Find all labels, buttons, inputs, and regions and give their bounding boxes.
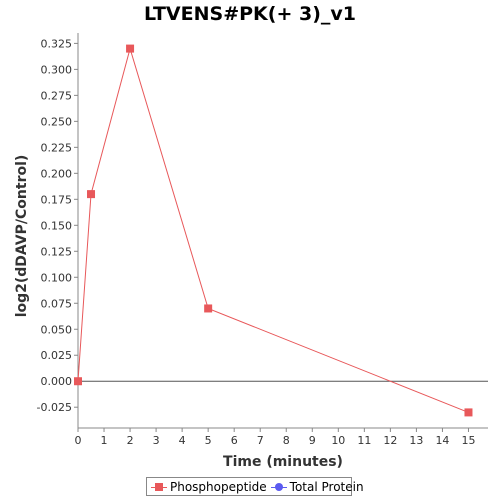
x-tick-label: 7 (257, 434, 264, 447)
x-tick-label: 10 (331, 434, 345, 447)
x-tick-label: 13 (409, 434, 423, 447)
x-tick-label: 2 (127, 434, 134, 447)
y-tick-label: -0.025 (37, 401, 72, 414)
series-layer (74, 44, 473, 417)
x-tick-label: 9 (309, 434, 316, 447)
y-tick-label: 0.075 (41, 297, 73, 310)
x-axis: 0 1 2 3 4 5 6 7 8 9 10 11 12 13 14 15 (75, 428, 475, 447)
y-tick-label: 0.250 (41, 115, 73, 128)
plot-frame (77, 33, 488, 429)
x-tick-label: 8 (283, 434, 290, 447)
y-tick-label: 0.325 (41, 37, 73, 50)
y-tick-label: 0.300 (41, 63, 73, 76)
x-tick-label: 15 (461, 434, 475, 447)
x-tick-label: 0 (75, 434, 82, 447)
x-tick-label: 5 (205, 434, 212, 447)
data-point (126, 44, 135, 53)
legend-label-phosphopeptide: Phosphopeptide (170, 479, 267, 494)
x-tick-label: 6 (231, 434, 238, 447)
plot-area (78, 33, 488, 428)
total-protein-swatch-icon (270, 481, 287, 493)
data-point (87, 190, 96, 199)
legend-item-total-protein: Total Protein (270, 479, 364, 494)
x-tick-label: 12 (383, 434, 397, 447)
y-tick-label: 0.025 (41, 349, 73, 362)
y-axis: -0.025 0.000 0.025 0.050 0.075 0.100 0.125 0.15… (37, 37, 78, 414)
y-tick-label: 0.275 (41, 89, 73, 102)
data-point (464, 408, 473, 417)
y-tick-label: 0.100 (41, 271, 73, 284)
y-tick-label: 0.050 (41, 323, 73, 336)
data-point (74, 377, 82, 386)
legend-label-total-protein: Total Protein (289, 479, 364, 494)
legend-item-phosphopeptide: Phosphopeptide (151, 480, 267, 494)
phosphopeptide-swatch-icon (151, 481, 167, 493)
legend: Phosphopeptide Total Protein (146, 477, 364, 496)
x-tick-label: 11 (357, 434, 371, 447)
y-tick-label: 0.175 (41, 193, 73, 206)
y-tick-label: 0.125 (41, 245, 73, 258)
y-tick-label: 0.000 (41, 375, 73, 388)
x-tick-label: 4 (179, 434, 186, 447)
y-tick-label: 0.150 (41, 219, 73, 232)
x-tick-label: 1 (101, 434, 108, 447)
y-tick-label: 0.225 (41, 141, 73, 154)
chart-title: LTVENS#PK(+ 3)_v1 (144, 3, 356, 25)
x-tick-label: 3 (153, 434, 160, 447)
y-tick-label: 0.200 (41, 167, 73, 180)
data-point (204, 304, 213, 313)
x-axis-label: Time (minutes) (223, 454, 343, 470)
y-axis-label: log2(dDAVP/Control) (14, 155, 30, 318)
x-tick-label: 14 (435, 434, 449, 447)
